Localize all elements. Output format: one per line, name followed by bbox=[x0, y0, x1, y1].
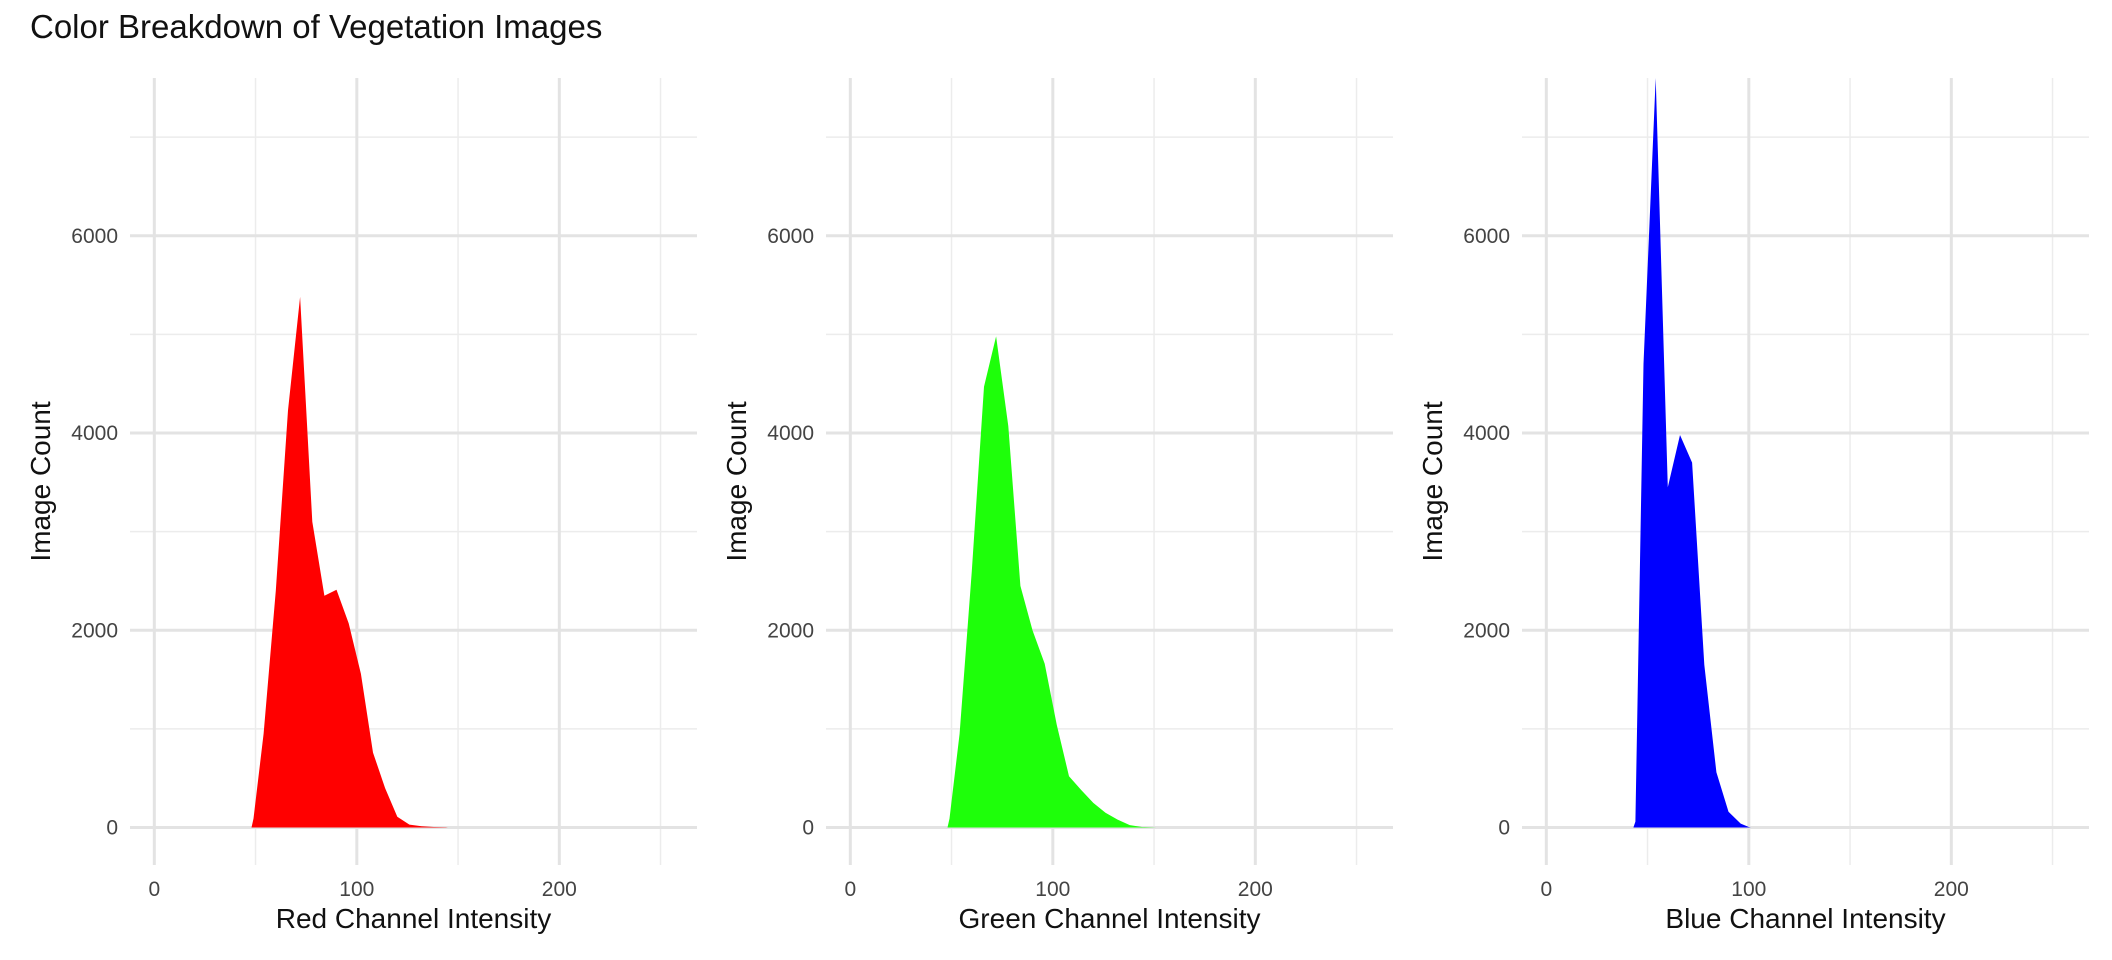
area-series bbox=[1633, 78, 1751, 828]
area-series bbox=[251, 296, 448, 828]
y-tick-label: 0 bbox=[106, 817, 118, 840]
y-axis-title: Image Count bbox=[25, 401, 56, 562]
y-tick-label: 6000 bbox=[71, 225, 118, 248]
x-tick-label: 100 bbox=[1035, 878, 1070, 901]
y-tick-label: 4000 bbox=[71, 422, 118, 445]
y-axis-title: Image Count bbox=[1417, 401, 1448, 562]
x-axis-title: Blue Channel Intensity bbox=[1665, 903, 1945, 934]
x-tick-label: 0 bbox=[148, 878, 160, 901]
x-tick-label: 200 bbox=[1934, 878, 1969, 901]
page-title: Color Breakdown of Vegetation Images bbox=[30, 8, 603, 45]
x-tick-label: 0 bbox=[1540, 878, 1552, 901]
x-tick-label: 200 bbox=[542, 878, 577, 901]
x-axis-title: Green Channel Intensity bbox=[959, 903, 1261, 934]
y-tick-label: 6000 bbox=[767, 225, 814, 248]
y-tick-label: 4000 bbox=[1463, 422, 1510, 445]
y-tick-label: 2000 bbox=[71, 619, 118, 642]
y-tick-label: 0 bbox=[1498, 817, 1510, 840]
x-tick-label: 0 bbox=[844, 878, 856, 901]
y-tick-label: 4000 bbox=[767, 422, 814, 445]
y-tick-label: 0 bbox=[802, 817, 814, 840]
y-tick-label: 6000 bbox=[1463, 225, 1510, 248]
area-series bbox=[947, 336, 1157, 828]
y-tick-label: 2000 bbox=[767, 619, 814, 642]
x-axis-title: Red Channel Intensity bbox=[276, 903, 552, 934]
x-tick-label: 200 bbox=[1238, 878, 1273, 901]
x-tick-label: 100 bbox=[339, 878, 374, 901]
y-tick-label: 2000 bbox=[1463, 619, 1510, 642]
x-tick-label: 100 bbox=[1731, 878, 1766, 901]
y-axis-title: Image Count bbox=[721, 401, 752, 562]
